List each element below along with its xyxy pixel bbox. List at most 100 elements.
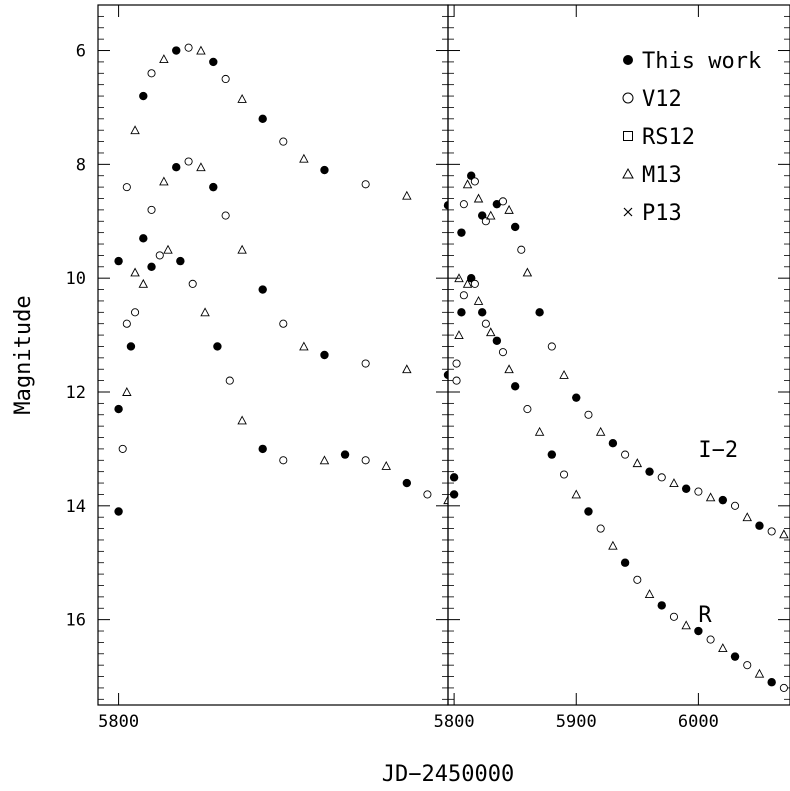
open-circle-icon [622, 92, 634, 104]
point-this-work [535, 308, 544, 317]
point-this-work [126, 342, 136, 351]
point-m13 [138, 278, 149, 288]
y-tick-label: 10 [66, 269, 86, 289]
point-this-work [620, 558, 630, 567]
point-this-work [691, 268, 699, 276]
point-this-work [645, 467, 654, 476]
point-v12 [669, 612, 679, 621]
point-this-work [320, 165, 329, 175]
x-axis-title: JD−2450000 [382, 762, 514, 787]
point-m13 [609, 547, 617, 555]
point-v12 [568, 519, 575, 526]
point-this-work [492, 199, 502, 209]
point-this-work [443, 201, 448, 210]
point-v12 [730, 501, 740, 510]
point-this-work [584, 507, 593, 516]
point-this-work [449, 473, 459, 482]
point-v12 [279, 319, 288, 328]
point-v12 [184, 43, 193, 52]
right-panel: 5800 5900 6000 I−2 R [434, 4, 790, 732]
point-v12 [481, 319, 490, 328]
point-v12 [279, 137, 288, 146]
point-this-work [114, 507, 123, 516]
point-this-work [510, 222, 520, 232]
point-m13 [454, 330, 464, 340]
point-this-work [449, 490, 459, 499]
data-points [114, 43, 699, 572]
point-this-work [139, 91, 148, 101]
point-this-work [114, 404, 123, 414]
point-this-work [492, 336, 502, 345]
point-m13 [526, 382, 534, 390]
point-this-work [510, 382, 520, 391]
point-m13 [402, 190, 412, 200]
point-m13 [196, 162, 206, 172]
point-m13 [681, 620, 691, 630]
point-this-work [526, 504, 534, 512]
point-v12 [423, 490, 432, 499]
legend-item: P13 [623, 201, 682, 226]
point-m13 [644, 589, 655, 598]
point-m13 [705, 492, 716, 502]
point-this-work [681, 484, 691, 493]
point-v12 [486, 502, 493, 509]
point-v12 [118, 444, 127, 453]
point-this-work [457, 228, 466, 237]
point-this-work [402, 478, 412, 488]
legend: This work V12 RS12 M13 P13 [622, 49, 761, 226]
point-this-work [650, 564, 658, 572]
point-m13 [462, 179, 473, 189]
point-this-work [567, 234, 575, 242]
point-v12 [547, 342, 556, 351]
point-m13 [196, 45, 206, 55]
point-this-work [147, 262, 156, 271]
point-this-work [755, 521, 764, 530]
point-m13 [486, 327, 496, 337]
point-this-work [172, 162, 181, 172]
point-m13 [237, 415, 247, 425]
filled-circle-icon [623, 55, 633, 65]
point-v12 [657, 473, 666, 482]
point-this-work [209, 57, 218, 67]
point-m13 [299, 153, 309, 163]
legend-label: RS12 [642, 125, 695, 150]
point-v12 [131, 308, 140, 317]
point-m13 [130, 125, 140, 135]
point-this-work [718, 495, 728, 505]
point-v12 [779, 683, 788, 692]
y-tick-label: 12 [66, 383, 86, 403]
y-tick-label: 8 [76, 155, 86, 175]
point-m13 [200, 307, 210, 317]
band-label: R [698, 603, 712, 628]
point-m13 [504, 204, 514, 214]
point-m13 [159, 54, 169, 64]
point-v12 [459, 291, 468, 300]
point-v12 [452, 376, 461, 385]
point-this-work [464, 490, 472, 498]
point-this-work [213, 342, 222, 351]
y-tick-label: 14 [66, 497, 86, 517]
point-m13 [319, 455, 330, 465]
plot-frame [97, 4, 449, 706]
point-this-work [547, 450, 557, 459]
x-tick-label: 5800 [98, 712, 139, 732]
point-m13 [163, 244, 173, 254]
open-triangle-icon [622, 167, 634, 179]
point-this-work [443, 370, 448, 380]
point-m13 [506, 508, 514, 516]
point-v12 [225, 376, 234, 385]
point-this-work [340, 450, 350, 459]
point-m13 [443, 495, 448, 505]
point-m13 [159, 176, 169, 186]
point-v12 [498, 197, 508, 206]
x-tick-label: 5800 [434, 712, 475, 732]
point-this-work [139, 234, 148, 243]
point-v12 [147, 69, 156, 78]
point-v12 [361, 180, 370, 189]
point-v12 [559, 470, 569, 479]
point-m13 [454, 273, 464, 283]
point-v12 [470, 279, 479, 288]
point-this-work [572, 393, 581, 402]
point-m13 [571, 489, 581, 499]
point-v12 [221, 211, 230, 220]
